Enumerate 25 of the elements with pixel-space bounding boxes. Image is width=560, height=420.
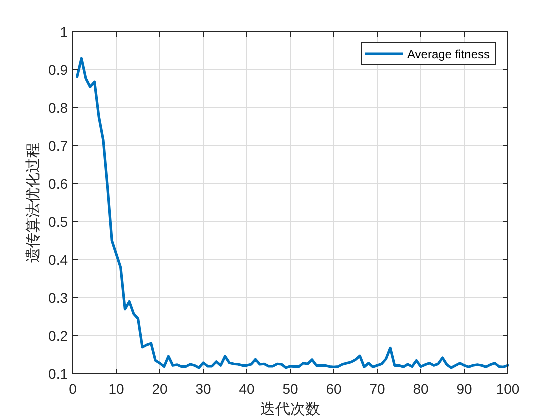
y-tick-label: 0.5 <box>48 214 68 230</box>
x-tick-label: 20 <box>152 381 168 397</box>
x-tick-label: 100 <box>496 381 520 397</box>
x-tick-label: 80 <box>413 381 429 397</box>
x-tick-label: 60 <box>326 381 342 397</box>
y-tick-label: 0.4 <box>48 252 68 268</box>
x-axis-title: 迭代次数 <box>260 401 320 418</box>
x-tick-label: 30 <box>196 381 212 397</box>
y-axis-title: 遗传算法优化过程 <box>25 143 42 263</box>
y-tick-label: 0.7 <box>48 138 68 154</box>
y-tick-label: 0.8 <box>48 100 68 116</box>
y-tick-label: 0.9 <box>48 62 68 78</box>
legend: Average fitness <box>361 42 496 66</box>
x-tick-label: 40 <box>239 381 255 397</box>
y-tick-label: 0.1 <box>48 366 68 382</box>
legend-label: Average fitness <box>408 48 490 62</box>
x-tick-label: 10 <box>108 381 124 397</box>
x-tick-label: 70 <box>370 381 386 397</box>
y-tick-label: 0.2 <box>48 328 68 344</box>
x-tick-label: 90 <box>456 381 472 397</box>
y-tick-label: 0.3 <box>48 290 68 306</box>
y-tick-label: 1 <box>60 24 68 40</box>
x-tick-label: 50 <box>282 381 298 397</box>
y-tick-label: 0.6 <box>48 176 68 192</box>
x-tick-label: 0 <box>69 381 78 397</box>
